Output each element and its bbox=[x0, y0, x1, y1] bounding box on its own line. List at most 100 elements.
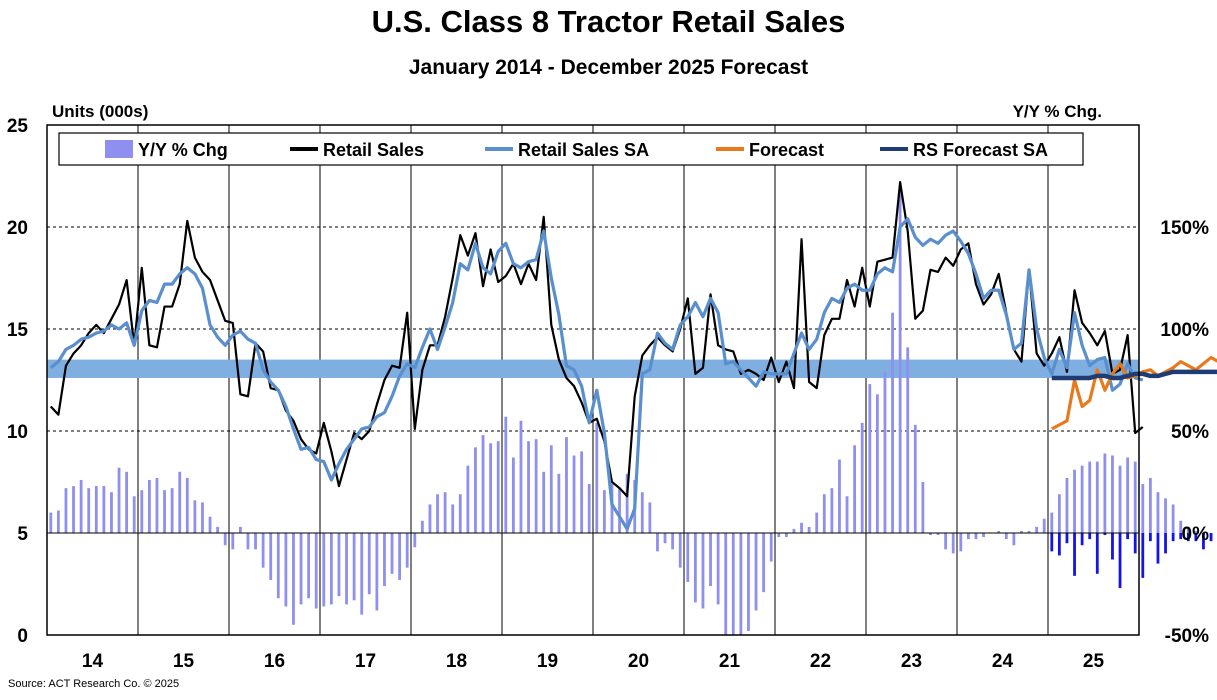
yoy-bar bbox=[216, 526, 220, 533]
yoy-bar bbox=[1141, 484, 1145, 533]
yoy-bar bbox=[572, 455, 576, 533]
yoy-bar bbox=[1179, 520, 1183, 533]
right-tick-label: 0% bbox=[1182, 524, 1210, 545]
yoy-bar bbox=[1164, 498, 1167, 533]
yoy-forecast-bar bbox=[1088, 533, 1092, 540]
yoy-bar bbox=[1095, 461, 1099, 533]
yoy-bar bbox=[640, 492, 644, 533]
yoy-bar bbox=[1118, 465, 1122, 533]
yoy-bar bbox=[360, 533, 364, 615]
yoy-bar bbox=[875, 394, 879, 533]
yoy-bar bbox=[1126, 457, 1130, 533]
yoy-bar bbox=[276, 533, 280, 599]
yoy-forecast-bar bbox=[1141, 533, 1145, 578]
yoy-bar bbox=[352, 533, 356, 601]
yoy-bar bbox=[891, 312, 894, 533]
yoy-bar bbox=[534, 439, 538, 533]
yoy-bar bbox=[489, 443, 493, 533]
yoy-bar bbox=[443, 492, 447, 533]
yoy-bar bbox=[731, 533, 735, 635]
x-tick-label: 16 bbox=[264, 651, 285, 672]
yoy-bar bbox=[375, 533, 379, 611]
yoy-bar bbox=[254, 533, 257, 550]
yoy-bar bbox=[398, 533, 402, 580]
yoy-bar bbox=[299, 533, 303, 605]
yoy-bar bbox=[997, 530, 1001, 533]
yoy-bar bbox=[913, 424, 917, 533]
yoy-bar bbox=[815, 512, 819, 533]
yoy-bar bbox=[747, 533, 750, 631]
yoy-bar bbox=[1156, 492, 1160, 533]
right-tick-label: 100% bbox=[1160, 320, 1209, 341]
yoy-bar bbox=[1057, 494, 1061, 533]
yoy-bar bbox=[542, 471, 546, 533]
yoy-bar bbox=[921, 482, 925, 533]
yoy-bar bbox=[724, 533, 728, 635]
yoy-bar bbox=[709, 533, 712, 587]
yoy-bar bbox=[587, 484, 591, 533]
yoy-bar bbox=[314, 533, 318, 609]
left-tick-label: 15 bbox=[7, 320, 29, 341]
yoy-forecast-bar bbox=[1126, 533, 1130, 540]
x-tick-label: 15 bbox=[173, 651, 195, 672]
right-tick-label: 150% bbox=[1160, 218, 1209, 239]
yoy-bar bbox=[792, 528, 796, 533]
yoy-bar bbox=[936, 533, 940, 536]
yoy-bar bbox=[201, 502, 204, 533]
yoy-forecast-bar bbox=[1073, 533, 1076, 576]
x-tick-label: 24 bbox=[992, 651, 1014, 672]
yoy-bar bbox=[49, 512, 53, 533]
left-tick-label: 25 bbox=[7, 116, 29, 137]
yoy-bar bbox=[246, 533, 250, 550]
yoy-bar bbox=[292, 533, 295, 625]
yoy-forecast-bar bbox=[1148, 533, 1152, 542]
yoy-bar bbox=[1004, 533, 1008, 540]
yoy-bar bbox=[648, 502, 652, 533]
yoy-bar bbox=[383, 533, 386, 587]
yoy-bar bbox=[163, 490, 166, 533]
yoy-bar bbox=[830, 488, 834, 533]
yoy-bar bbox=[693, 533, 697, 603]
yoy-forecast-bar bbox=[1133, 533, 1137, 554]
yoy-bar bbox=[656, 533, 659, 552]
yoy-bar bbox=[1027, 530, 1031, 533]
yoy-bar bbox=[504, 416, 508, 533]
yoy-bar bbox=[208, 516, 212, 533]
yoy-bar bbox=[1133, 461, 1137, 533]
yoy-bar bbox=[223, 533, 227, 546]
yoy-bar bbox=[458, 494, 462, 533]
yoy-bar bbox=[269, 533, 273, 580]
yoy-bars bbox=[49, 186, 1213, 635]
yoy-forecast-bar bbox=[1156, 533, 1160, 564]
yoy-bar bbox=[307, 533, 311, 599]
yoy-forecast-bar bbox=[1194, 533, 1198, 542]
yoy-forecast-bar bbox=[1111, 533, 1114, 560]
yoy-bar bbox=[898, 186, 902, 533]
legend-swatch bbox=[105, 140, 133, 158]
average-band-rect bbox=[47, 359, 1139, 378]
x-tick-label: 19 bbox=[537, 651, 558, 672]
yoy-forecast-bar bbox=[1118, 533, 1122, 589]
yoy-bar bbox=[944, 533, 948, 550]
left-tick-label: 0 bbox=[17, 626, 28, 647]
right-tick-label: 50% bbox=[1171, 422, 1209, 443]
yoy-bar bbox=[1103, 453, 1107, 533]
yoy-bar bbox=[974, 533, 978, 540]
yoy-bar bbox=[860, 422, 864, 533]
yoy-bar bbox=[329, 533, 333, 605]
yoy-bar bbox=[231, 533, 235, 550]
yoy-bar bbox=[193, 500, 197, 533]
yoy-bar bbox=[951, 533, 955, 554]
x-tick-label: 25 bbox=[1083, 651, 1105, 672]
left-tick-label: 10 bbox=[7, 422, 28, 443]
retail-sales-line bbox=[49, 181, 1144, 498]
yoy-bar bbox=[125, 471, 129, 533]
left-tick-label: 20 bbox=[7, 218, 28, 239]
yoy-bar bbox=[671, 533, 675, 550]
yoy-bar bbox=[79, 479, 83, 533]
yoy-bar bbox=[170, 488, 174, 533]
yoy-bar bbox=[1171, 504, 1175, 533]
x-tick-label: 23 bbox=[901, 651, 922, 672]
yoy-bar bbox=[238, 526, 242, 533]
yoy-bar bbox=[345, 533, 348, 605]
